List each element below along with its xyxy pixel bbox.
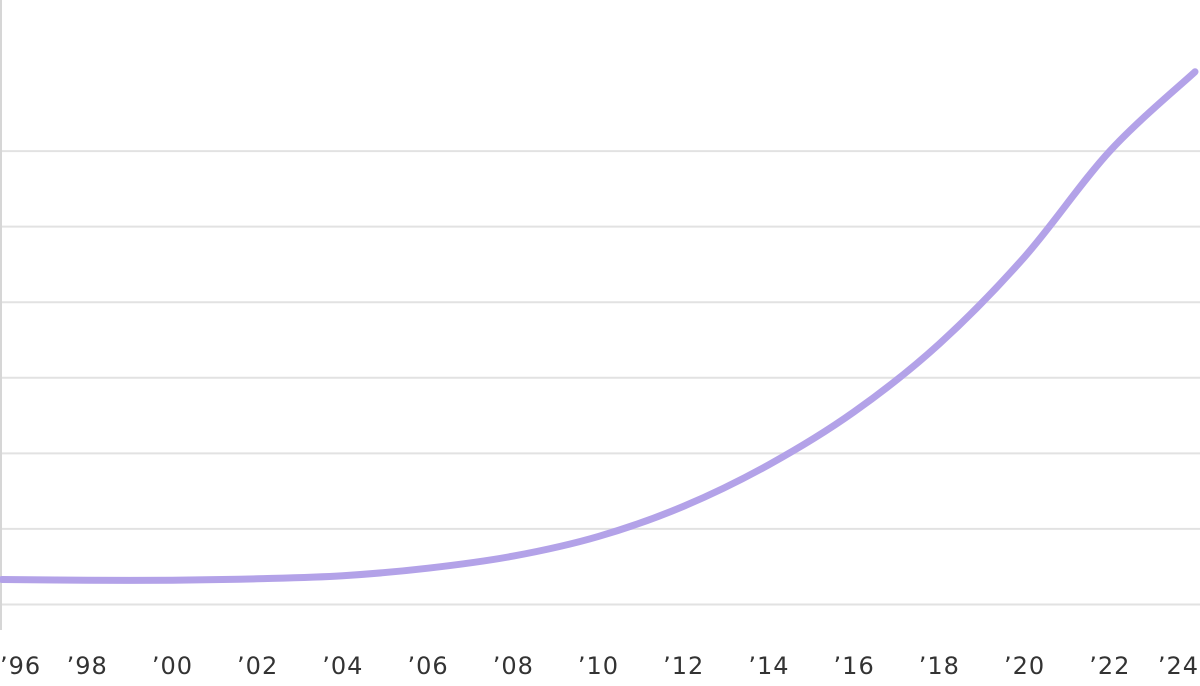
- x-tick-label: ’18: [919, 652, 960, 680]
- x-tick-label: ’10: [578, 652, 619, 680]
- x-tick-label: ’02: [237, 652, 278, 680]
- x-tick-label: ’08: [493, 652, 534, 680]
- series-layer: [0, 68, 1199, 584]
- x-tick-label: ’06: [407, 652, 448, 680]
- x-tick-label: ’16: [834, 652, 875, 680]
- x-tick-label: ’14: [748, 652, 789, 680]
- x-tick-label: ’00: [152, 652, 193, 680]
- x-axis-tick-labels: ’96 ’98 ’00 ’02 ’04 ’06 ’08 ’10 ’12 ’14 ’16 ’18 ’20 ’…: [0, 652, 1199, 680]
- x-tick-label: ’98: [67, 652, 108, 680]
- x-tick-label: ’24: [1158, 652, 1199, 680]
- x-tick-label: ’12: [663, 652, 704, 680]
- x-tick-label: ’22: [1089, 652, 1130, 680]
- series-line-1: [0, 68, 1199, 584]
- x-tick-label: ’04: [322, 652, 363, 680]
- x-tick-label: ’20: [1004, 652, 1045, 680]
- gridlines: [0, 150, 1200, 606]
- x-tick-label: ’96: [0, 652, 41, 680]
